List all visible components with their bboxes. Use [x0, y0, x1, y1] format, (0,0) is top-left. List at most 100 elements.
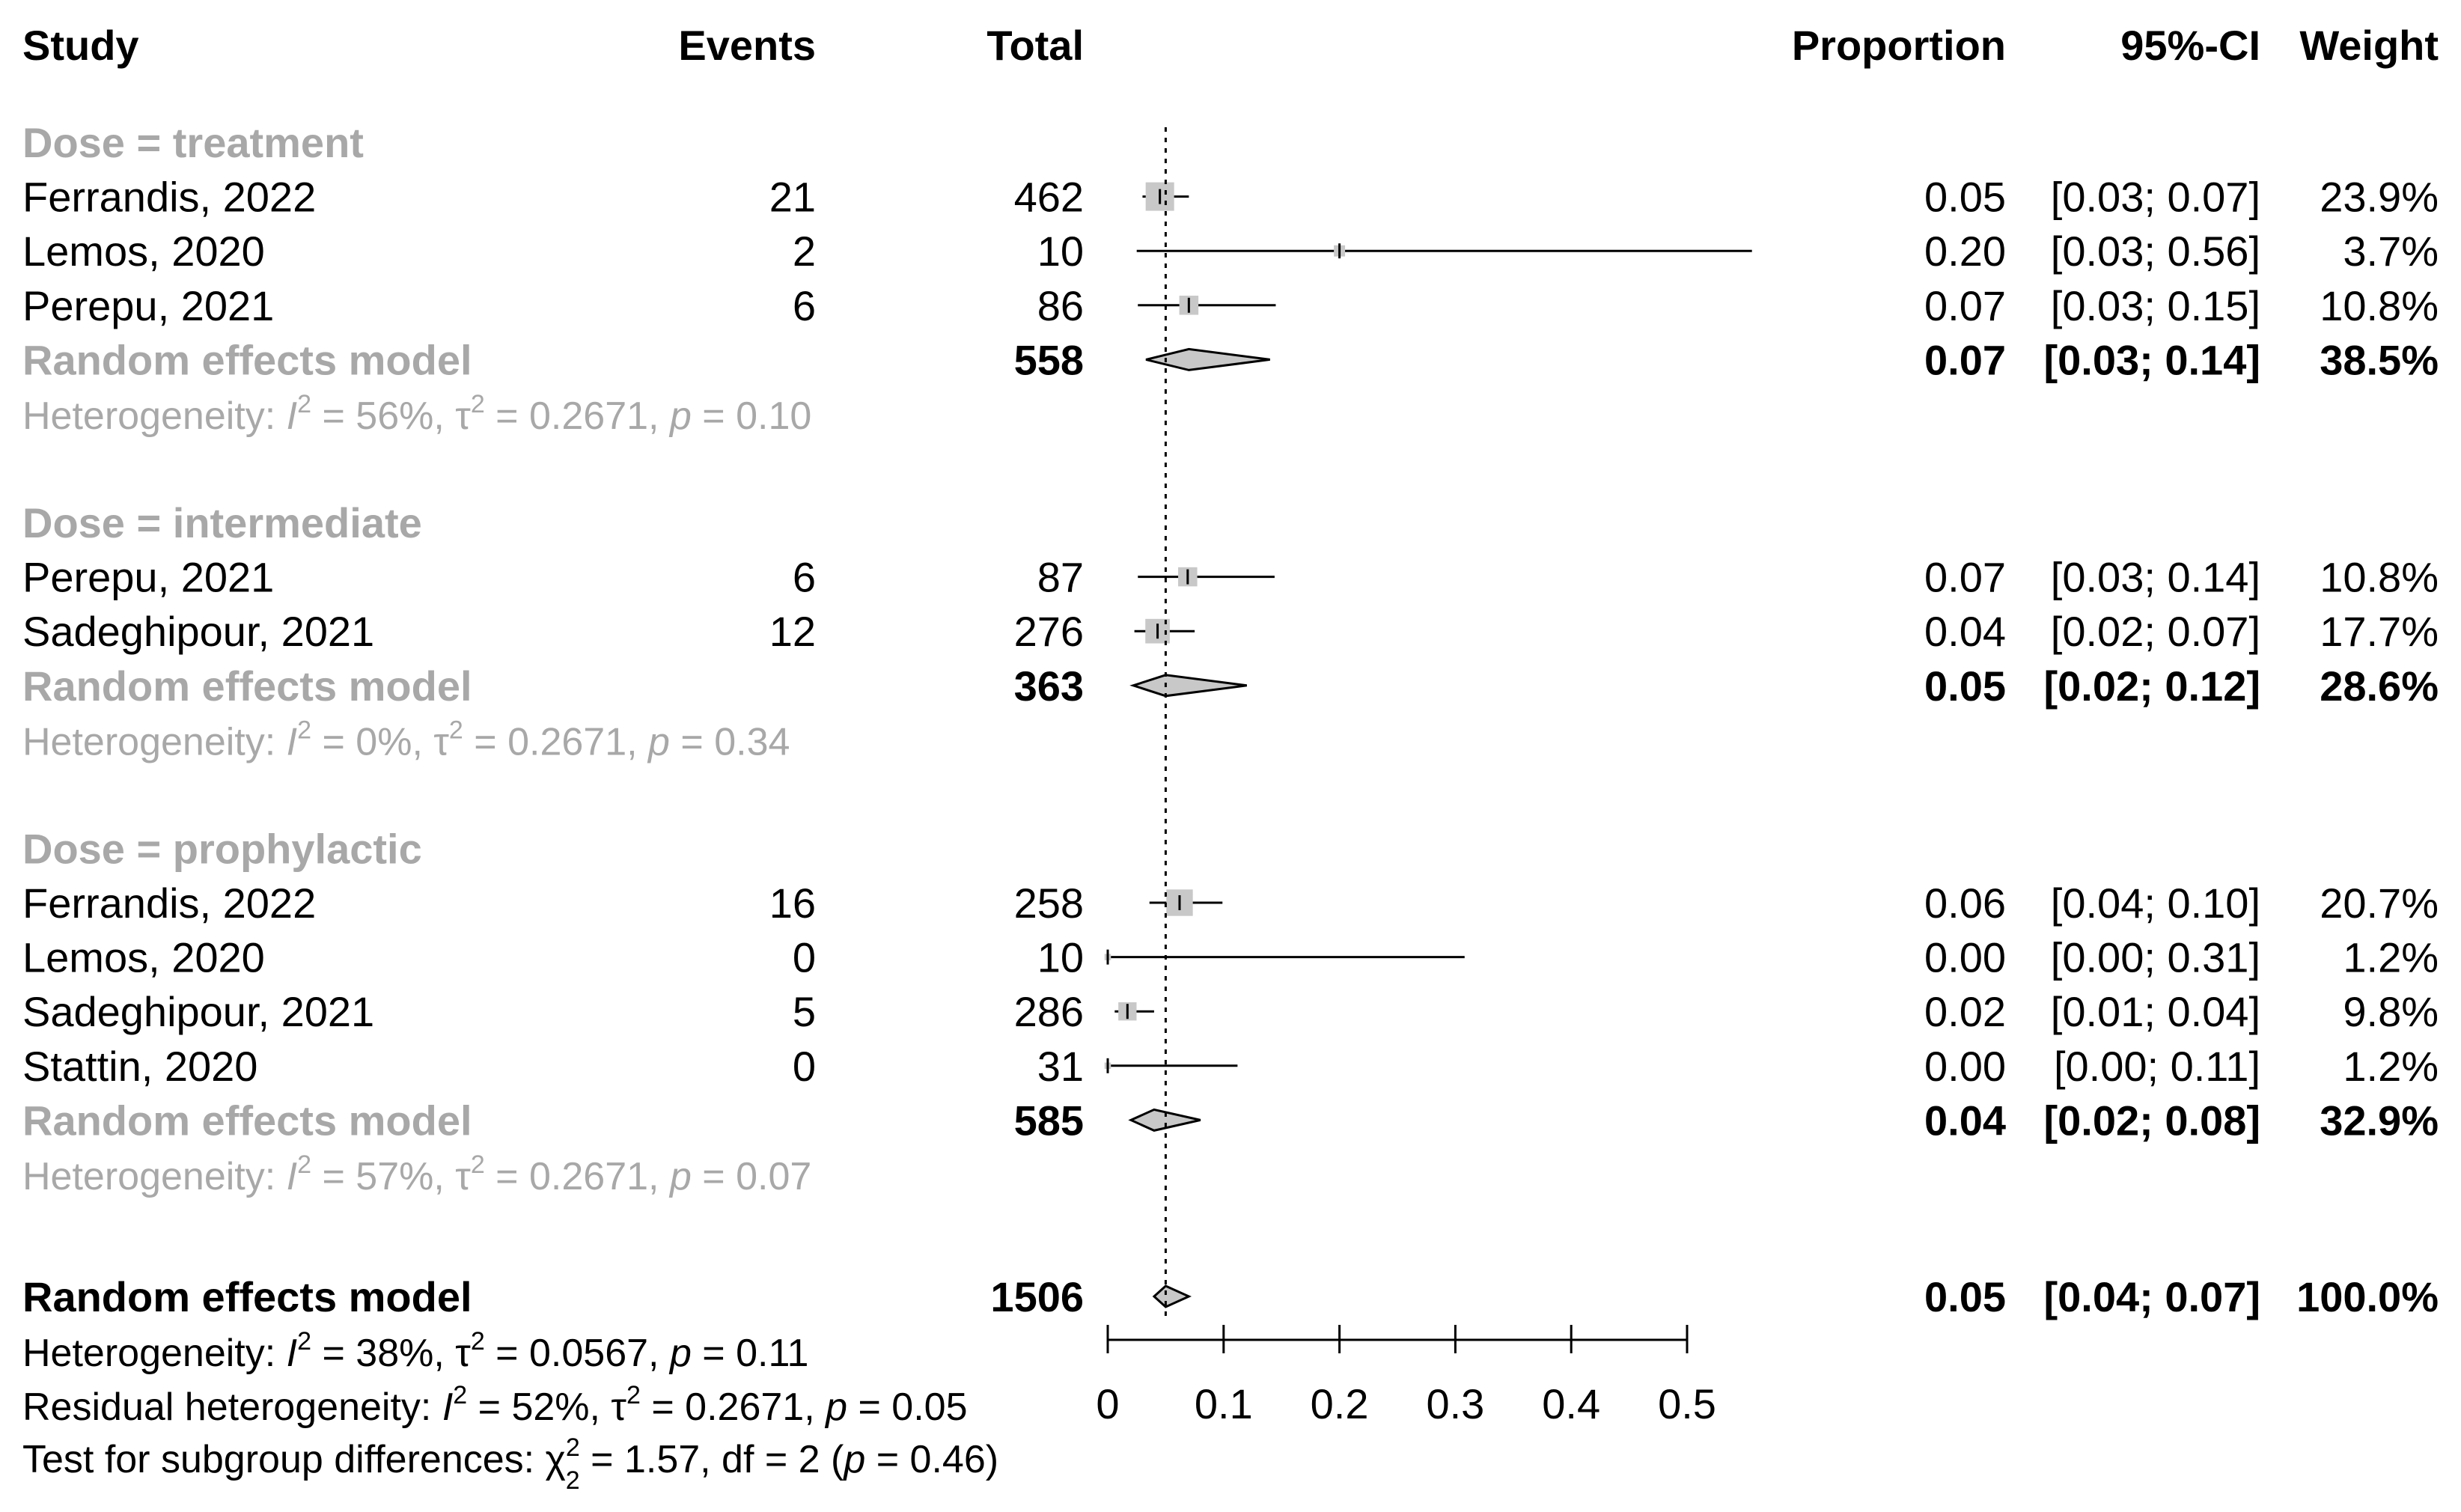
study-name: Stattin, 2020 [22, 1043, 257, 1090]
study-weight: 3.7% [2343, 228, 2439, 275]
study-total: 286 [1014, 988, 1084, 1035]
subgroup-pooled-proportion: 0.04 [1924, 1097, 2006, 1144]
overall-weight: 100.0% [2296, 1273, 2439, 1320]
subgroup-pooled-ci: [0.02; 0.08] [2044, 1097, 2261, 1144]
study-ci: [0.03; 0.56] [2051, 228, 2260, 275]
header-weight: Weight [2299, 22, 2439, 69]
overall-proportion: 0.05 [1924, 1273, 2006, 1320]
study-weight: 23.9% [2320, 174, 2439, 221]
study-mark [1134, 618, 1195, 644]
study-weight: 10.8% [2320, 282, 2439, 329]
study-mark [1114, 1002, 1154, 1021]
overall-total: 1506 [990, 1273, 1084, 1320]
study-proportion: 0.05 [1924, 174, 2006, 221]
header-row: Study Events Total Proportion 95%-CI Wei… [22, 22, 2439, 69]
study-events: 6 [793, 282, 816, 329]
study-proportion: 0.07 [1924, 282, 2006, 329]
subgroup-pooled-label: Random effects model [22, 336, 472, 383]
study-name: Lemos, 2020 [22, 934, 265, 981]
subgroup-test: Test for subgroup differences: χ2 2 = 1.5… [22, 1433, 998, 1495]
study-total: 462 [1014, 174, 1084, 221]
study-events: 2 [793, 228, 816, 275]
subgroup-heterogeneity: Heterogeneity: I2 = 57%, τ2 = 0.2671, p … [22, 1150, 811, 1198]
study-mark [1136, 243, 1752, 259]
subgroup-pooled-weight: 28.6% [2320, 662, 2439, 710]
subgroup-heterogeneity: Heterogeneity: I2 = 0%, τ2 = 0.2671, p =… [22, 716, 790, 763]
study-ci: [0.03; 0.14] [2051, 554, 2260, 601]
overall-heterogeneity: Heterogeneity: I2 = 38%, τ2 = 0.0567, p … [22, 1327, 808, 1375]
study-mark [1149, 889, 1223, 916]
study-events: 12 [769, 608, 816, 655]
header-study: Study [22, 22, 139, 69]
axis-tick-label: 0 [1096, 1380, 1119, 1427]
study-total: 87 [1037, 554, 1084, 601]
subgroup-diamond [1145, 347, 1270, 371]
subgroup-pooled-proportion: 0.05 [1924, 662, 2006, 710]
subgroup-pooled-proportion: 0.07 [1924, 336, 2006, 383]
axis-tick-label: 0.5 [1658, 1380, 1716, 1427]
subgroup-label: Dose = treatment [22, 119, 364, 166]
subgroup-diamond [1129, 674, 1247, 698]
overall-diamond [1152, 1284, 1192, 1308]
study-name: Perepu, 2021 [22, 554, 274, 601]
forest-rows: Dose = treatment Ferrandis, 2022 21 462 0.05… [22, 119, 2439, 1495]
study-name: Ferrandis, 2022 [22, 880, 316, 927]
study-ci: [0.01; 0.04] [2051, 988, 2260, 1035]
study-total: 276 [1014, 608, 1084, 655]
study-events: 0 [793, 934, 816, 981]
x-axis: 0 0.1 0.2 0.3 0.4 0.5 [1096, 1325, 1716, 1427]
study-proportion: 0.20 [1924, 228, 2006, 275]
overall-ci: [0.04; 0.07] [2044, 1273, 2261, 1320]
study-events: 6 [793, 554, 816, 601]
axis-tick-label: 0.3 [1426, 1380, 1484, 1427]
study-total: 31 [1037, 1043, 1084, 1090]
subgroup-pooled-label: Random effects model [22, 662, 472, 710]
subgroup-pooled-total: 363 [1014, 662, 1084, 710]
axis-tick-label: 0.1 [1195, 1380, 1253, 1427]
subgroup-pooled-weight: 38.5% [2320, 336, 2439, 383]
subgroup-pooled-weight: 32.9% [2320, 1097, 2439, 1144]
subgroup-pooled-ci: [0.02; 0.12] [2044, 662, 2261, 710]
study-total: 258 [1014, 880, 1084, 927]
study-mark [1138, 567, 1275, 587]
study-proportion: 0.02 [1924, 988, 2006, 1035]
study-ci: [0.04; 0.10] [2051, 880, 2260, 927]
forest-marks [1104, 127, 1752, 1317]
study-ci: [0.02; 0.07] [2051, 608, 2260, 655]
study-name: Sadeghipour, 2021 [22, 988, 374, 1035]
study-total: 86 [1037, 282, 1084, 329]
study-events: 0 [793, 1043, 816, 1090]
subgroup-pooled-label: Random effects model [22, 1097, 472, 1144]
study-ci: [0.03; 0.15] [2051, 282, 2260, 329]
study-events: 16 [769, 880, 816, 927]
subgroup-heterogeneity: Heterogeneity: I2 = 56%, τ2 = 0.2671, p … [22, 390, 811, 438]
study-events: 21 [769, 174, 816, 221]
subgroup-pooled-ci: [0.03; 0.14] [2044, 336, 2261, 383]
study-weight: 20.7% [2320, 880, 2439, 927]
study-weight: 10.8% [2320, 554, 2439, 601]
study-mark [1138, 296, 1276, 315]
residual-heterogeneity: Residual heterogeneity: I2 = 52%, τ2 = 0… [22, 1381, 967, 1429]
axis-tick-label: 0.4 [1542, 1380, 1600, 1427]
axis-tick-label: 0.2 [1311, 1380, 1369, 1427]
study-mark [1104, 949, 1465, 965]
study-weight: 17.7% [2320, 608, 2439, 655]
subgroup-label: Dose = prophylactic [22, 825, 422, 872]
study-name: Perepu, 2021 [22, 282, 274, 329]
study-proportion: 0.07 [1924, 554, 2006, 601]
study-ci: [0.00; 0.11] [2054, 1043, 2260, 1090]
subgroup-diamond [1128, 1108, 1201, 1132]
subgroup-label: Dose = intermediate [22, 499, 422, 546]
subgroup-pooled-total: 558 [1014, 336, 1084, 383]
study-ci: [0.00; 0.31] [2051, 934, 2260, 981]
study-name: Sadeghipour, 2021 [22, 608, 374, 655]
study-weight: 1.2% [2343, 934, 2439, 981]
subgroup-pooled-total: 585 [1014, 1097, 1084, 1144]
header-ci: 95%-CI [2120, 22, 2260, 69]
study-total: 10 [1037, 228, 1084, 275]
study-mark [1104, 1058, 1238, 1073]
header-proportion: Proportion [1792, 22, 2006, 69]
study-total: 10 [1037, 934, 1084, 981]
header-events: Events [678, 22, 816, 69]
